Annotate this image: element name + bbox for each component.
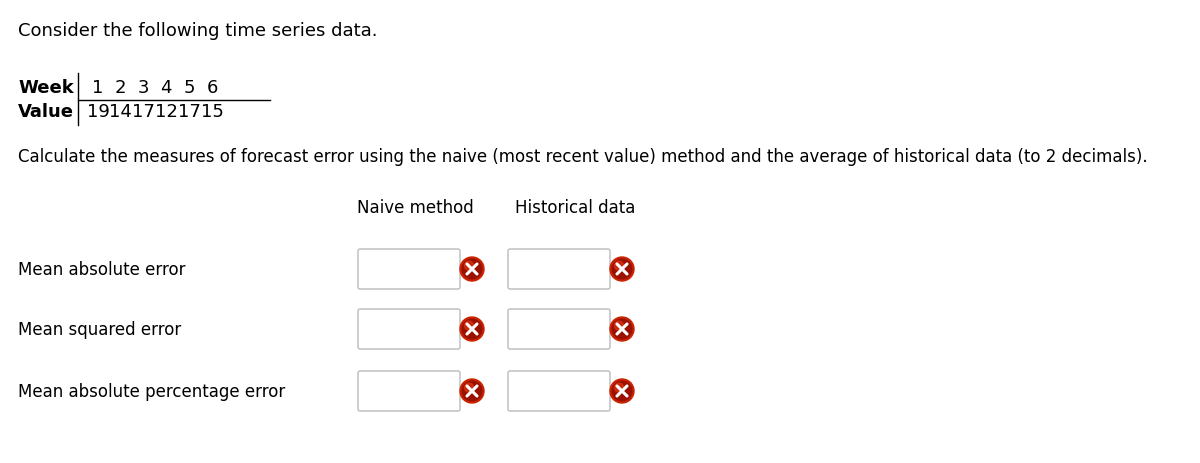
- Circle shape: [610, 379, 634, 403]
- Text: 1: 1: [92, 79, 103, 97]
- Text: 14: 14: [108, 103, 132, 121]
- Circle shape: [462, 319, 482, 339]
- Text: Historical data: Historical data: [515, 199, 635, 217]
- Text: Mean absolute percentage error: Mean absolute percentage error: [18, 382, 286, 400]
- Text: 19: 19: [86, 103, 109, 121]
- Text: 3: 3: [137, 79, 149, 97]
- Text: Mean squared error: Mean squared error: [18, 320, 181, 338]
- FancyBboxPatch shape: [508, 250, 610, 289]
- Text: 17: 17: [132, 103, 155, 121]
- Text: Calculate the measures of forecast error using the naive (most recent value) met: Calculate the measures of forecast error…: [18, 148, 1147, 166]
- Circle shape: [460, 257, 484, 282]
- Circle shape: [610, 317, 634, 341]
- FancyBboxPatch shape: [358, 309, 460, 349]
- Text: Mean absolute error: Mean absolute error: [18, 260, 186, 278]
- Circle shape: [614, 262, 624, 270]
- Text: 5: 5: [184, 79, 194, 97]
- Text: 17: 17: [178, 103, 200, 121]
- Text: 2: 2: [114, 79, 126, 97]
- Circle shape: [614, 383, 624, 392]
- Circle shape: [460, 317, 484, 341]
- Circle shape: [612, 382, 632, 401]
- FancyBboxPatch shape: [508, 309, 610, 349]
- Circle shape: [462, 260, 482, 279]
- Circle shape: [612, 260, 632, 279]
- Circle shape: [610, 257, 634, 282]
- Circle shape: [462, 382, 482, 401]
- Text: 4: 4: [161, 79, 172, 97]
- FancyBboxPatch shape: [508, 371, 610, 411]
- Text: Consider the following time series data.: Consider the following time series data.: [18, 22, 378, 40]
- Text: 15: 15: [200, 103, 223, 121]
- Text: Naive method: Naive method: [356, 199, 473, 217]
- Circle shape: [464, 321, 474, 331]
- Circle shape: [464, 262, 474, 270]
- FancyBboxPatch shape: [358, 371, 460, 411]
- Text: Week: Week: [18, 79, 73, 97]
- Circle shape: [614, 321, 624, 331]
- Circle shape: [612, 319, 632, 339]
- Circle shape: [460, 379, 484, 403]
- Text: 6: 6: [206, 79, 217, 97]
- FancyBboxPatch shape: [358, 250, 460, 289]
- Circle shape: [464, 383, 474, 392]
- Text: 12: 12: [155, 103, 178, 121]
- Text: Value: Value: [18, 103, 74, 121]
